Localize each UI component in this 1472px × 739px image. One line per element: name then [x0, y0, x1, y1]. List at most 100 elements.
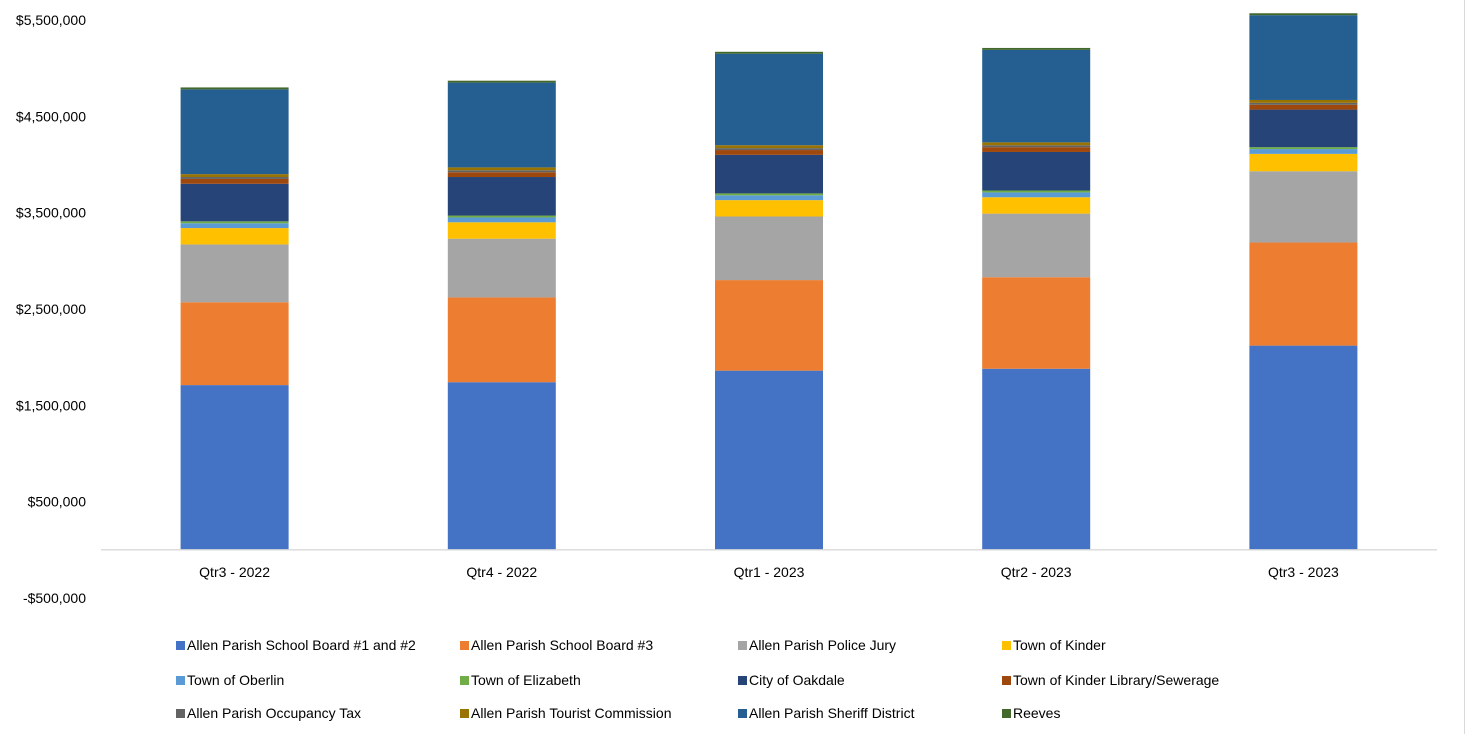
bar-segment	[715, 370, 823, 550]
legend-item: Town of Kinder Library/Sewerage	[1002, 672, 1219, 688]
legend-item: Reeves	[1002, 705, 1060, 721]
bar-segment	[982, 49, 1091, 143]
bar-segment	[447, 297, 556, 383]
bar-segment	[447, 170, 556, 173]
y-axis: -$500,000 $500,000 $1,500,000 $2,500,000 $3,…	[16, 12, 86, 606]
legend-item: Allen Parish Tourist Commission	[460, 705, 671, 721]
bar-segment	[447, 222, 556, 239]
bar-segment	[715, 148, 823, 151]
bar-segment	[982, 147, 1091, 152]
bar-segment	[715, 193, 823, 196]
bar-stack	[982, 47, 1091, 550]
y-tick-label: $500,000	[28, 494, 87, 510]
bar-segment	[447, 382, 556, 550]
bar-segment	[1249, 171, 1358, 243]
x-axis: Qtr3 - 2022 Qtr4 - 2022 Qtr1 - 2023 Qtr2 - …	[101, 549, 1437, 580]
bar-segment	[715, 154, 823, 194]
legend-item: Allen Parish School Board #3	[460, 637, 653, 653]
legend-item: Town of Elizabeth	[460, 672, 581, 688]
bar-segment	[447, 172, 556, 178]
legend-swatch	[1002, 709, 1011, 718]
bar-segment	[1249, 147, 1358, 150]
x-tick-label: Qtr1 - 2023	[734, 564, 805, 580]
legend-label: Allen Parish Police Jury	[749, 637, 896, 653]
bar-stack	[447, 80, 556, 550]
x-tick-label: Qtr3 - 2022	[199, 564, 270, 580]
bar-segment	[715, 53, 823, 146]
bar-segment	[180, 228, 289, 245]
legend-swatch	[1002, 676, 1011, 685]
legend-label: Allen Parish School Board #3	[471, 637, 653, 653]
bar-segment	[1249, 149, 1358, 154]
bar-segment	[982, 197, 1091, 214]
bar-segment	[180, 183, 289, 222]
bar-segment	[982, 151, 1091, 191]
legend-label: Town of Kinder Library/Sewerage	[1013, 672, 1219, 688]
bar-segment	[1249, 153, 1358, 172]
y-tick-label: $3,500,000	[16, 205, 86, 221]
bar-segment	[982, 213, 1091, 278]
x-tick-label: Qtr3 - 2023	[1268, 564, 1339, 580]
bar-segment	[715, 216, 823, 281]
bar-segment	[180, 89, 289, 175]
bar-stack	[715, 51, 823, 550]
legend-item: Allen Parish School Board #1 and #2	[176, 637, 416, 653]
bar-segment	[982, 47, 1091, 50]
legend-swatch	[176, 676, 185, 685]
legend-swatch	[176, 641, 185, 650]
bar-segment	[447, 80, 556, 83]
x-tick-label: Qtr2 - 2023	[1001, 564, 1072, 580]
legend-label: Town of Oberlin	[187, 672, 284, 688]
bar-segment	[1249, 102, 1358, 105]
legend-item: City of Oakdale	[738, 672, 845, 688]
bar-segment	[180, 223, 289, 229]
bar-stack	[1249, 13, 1358, 550]
legend-swatch	[460, 641, 469, 650]
y-tick-label: $1,500,000	[16, 397, 86, 413]
legend-label: City of Oakdale	[749, 672, 845, 688]
legend-swatch	[738, 641, 747, 650]
bar-stack	[180, 87, 289, 550]
bar-segment	[715, 150, 823, 155]
legend-item: Town of Oberlin	[176, 672, 284, 688]
bar-segment	[715, 51, 823, 54]
bars	[180, 13, 1358, 550]
legend-label: Allen Parish Tourist Commission	[471, 705, 671, 721]
bar-segment	[180, 87, 289, 90]
bar-segment	[715, 195, 823, 201]
bar-segment	[982, 277, 1091, 369]
bar-segment	[447, 238, 556, 298]
bar-segment	[180, 244, 289, 303]
chart-border	[1464, 0, 1465, 734]
x-tick-label: Qtr4 - 2022	[466, 564, 537, 580]
bar-segment	[1249, 99, 1358, 103]
bar-segment	[715, 200, 823, 217]
bar-segment	[982, 368, 1091, 550]
y-tick-label: $2,500,000	[16, 301, 86, 317]
y-tick-label: $4,500,000	[16, 108, 86, 124]
bar-segment	[447, 167, 556, 171]
bar-segment	[1249, 104, 1358, 110]
bar-segment	[982, 145, 1091, 148]
legend-label: Allen Parish School Board #1 and #2	[187, 637, 416, 653]
legend-label: Allen Parish Sheriff District	[749, 705, 915, 721]
legend-swatch	[460, 709, 469, 718]
bar-segment	[180, 178, 289, 184]
legend-swatch	[176, 709, 185, 718]
bar-segment	[982, 190, 1091, 193]
legend-label: Reeves	[1013, 705, 1060, 721]
legend-label: Allen Parish Occupancy Tax	[187, 705, 361, 721]
legend-label: Town of Kinder	[1013, 637, 1106, 653]
bar-segment	[1249, 13, 1358, 16]
legend-item: Allen Parish Police Jury	[738, 637, 896, 653]
y-tick-label: -$500,000	[23, 590, 86, 606]
bar-segment	[1249, 109, 1358, 148]
legend-swatch	[738, 709, 747, 718]
legend-item: Allen Parish Occupancy Tax	[176, 705, 361, 721]
bar-segment	[180, 302, 289, 386]
bar-segment	[1249, 345, 1358, 550]
legend-item: Allen Parish Sheriff District	[738, 705, 915, 721]
bar-segment	[1249, 15, 1358, 100]
bar-segment	[447, 177, 556, 216]
